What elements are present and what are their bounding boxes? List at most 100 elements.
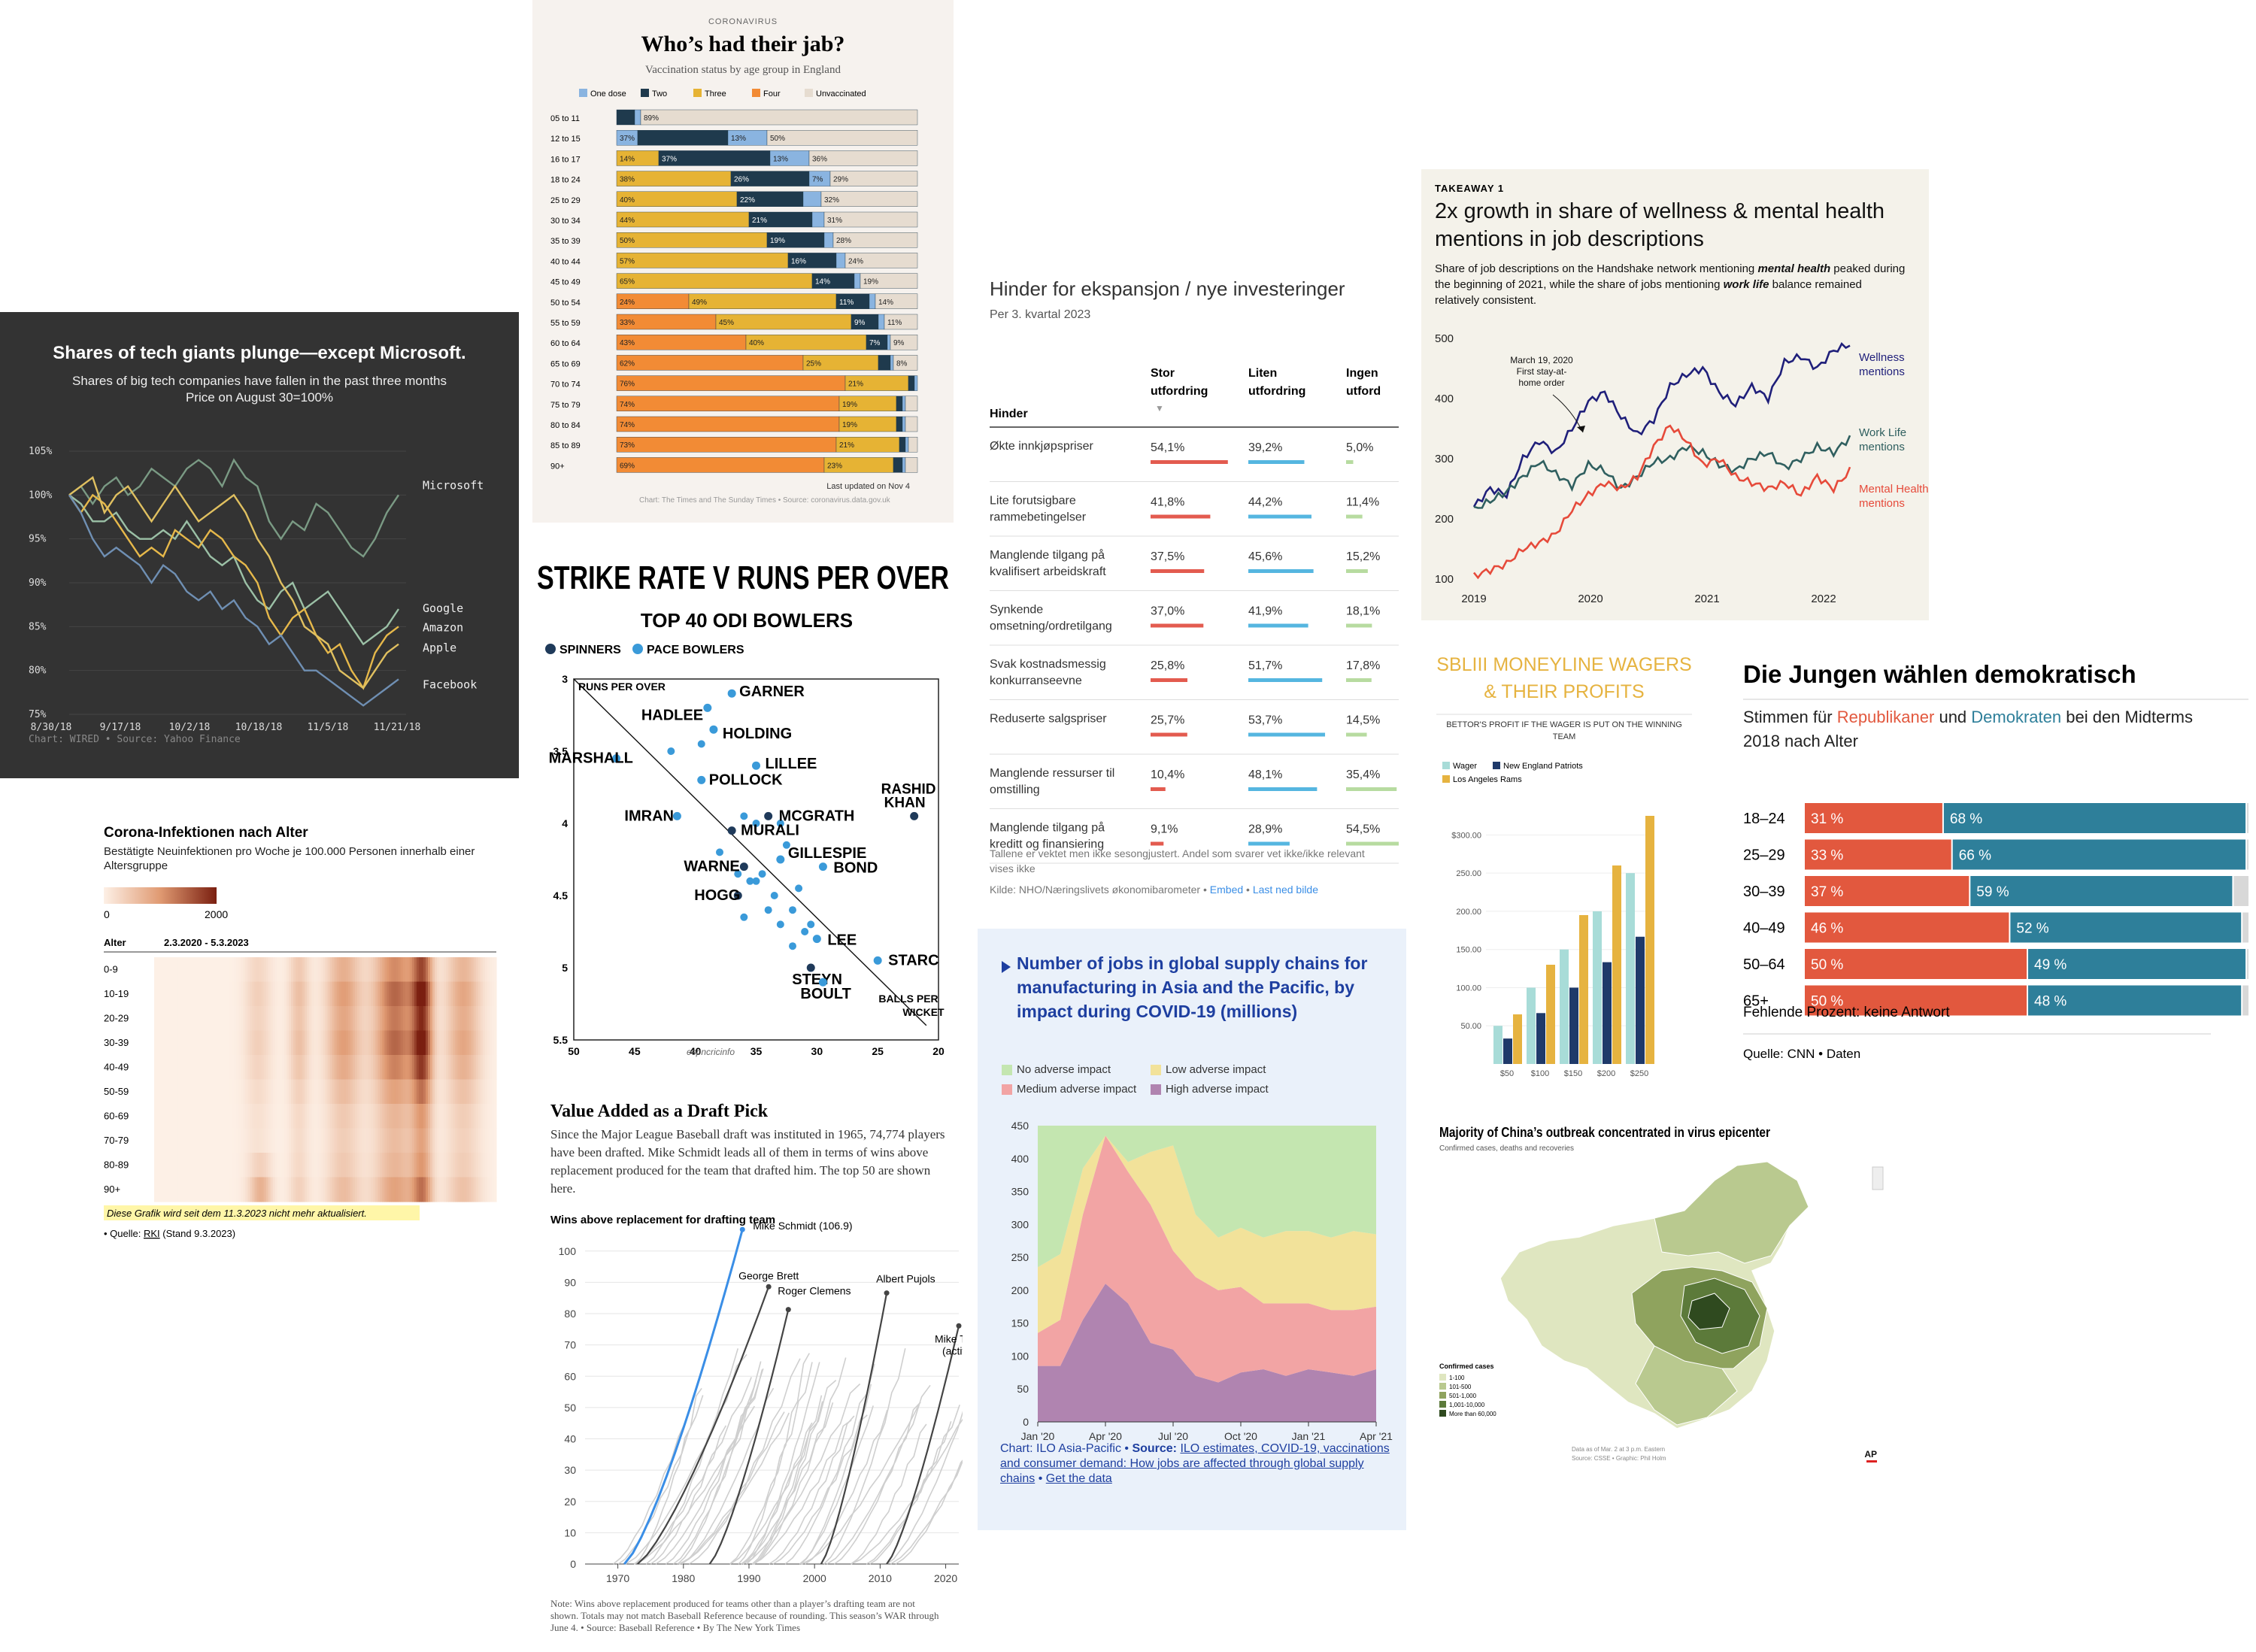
corona-heatmap-cell (202, 1006, 205, 1032)
odi-point-bond (818, 862, 827, 871)
supply-source-link[interactable]: ILO estimates, COVID-19, vaccinations an… (1000, 1442, 1390, 1485)
corona-heatmap-cell (165, 1128, 168, 1153)
corona-heatmap-cell (261, 1128, 265, 1153)
corona-heatmap-cell (314, 1177, 317, 1202)
corona-heatmap-cell (252, 957, 256, 983)
corona-heatmap-cell (373, 981, 376, 1007)
corona-heatmap-cell (305, 1006, 308, 1032)
corona-heatmap-cell (364, 1055, 367, 1081)
corona-heatmap-cell (325, 1128, 329, 1153)
jab-bar-segment (808, 150, 918, 166)
corona-heatmap-cell (430, 1104, 433, 1129)
china-credit: Source: CSSE • Graphic: Phil Holm (1572, 1455, 1666, 1462)
corona-heatmap-cell (188, 981, 192, 1007)
odi-point-warne (739, 862, 748, 871)
corona-heatmap-cell (420, 957, 424, 983)
corona-heatmap-cell (329, 957, 333, 983)
china-map-zoom-control[interactable] (1872, 1166, 1884, 1190)
corona-heatmap-cell (323, 1006, 326, 1032)
corona-heatmap-cell (274, 1006, 278, 1032)
corona-heatmap-cell (272, 957, 276, 983)
hinder-row-name: Økte innkjøpspriser (990, 440, 1093, 453)
corona-heatmap-cell (318, 1055, 322, 1081)
jab-bar-segment (878, 314, 885, 330)
draft-highlight-label: George Brett (738, 1269, 799, 1281)
corona-heatmap-cell (387, 1079, 390, 1105)
corona-heatmap-cell (378, 1006, 381, 1032)
corona-heatmap-cell (181, 1030, 185, 1056)
corona-heatmap-cell (418, 1055, 422, 1081)
corona-heatmap-cell (334, 1153, 338, 1178)
corona-heatmap-cell (450, 1153, 453, 1178)
hinder-embed-link[interactable]: Embed (1209, 884, 1244, 896)
odi-scatter-point (752, 877, 760, 885)
corona-heatmap-cell (195, 1030, 199, 1056)
odi-point-imran (672, 811, 681, 820)
draft-background-career-line (851, 1418, 963, 1565)
jab-bar-label: 14% (878, 299, 893, 307)
corona-heatmap-cell (430, 1030, 433, 1056)
corona-heatmap-cell (402, 1006, 406, 1032)
corona-source-link[interactable]: RKI (144, 1228, 160, 1239)
corona-heatmap-cell (459, 1006, 463, 1032)
corona-heatmap-cell (371, 1006, 374, 1032)
corona-heatmap-cell (432, 981, 435, 1007)
corona-heatmap-cell (314, 981, 317, 1007)
tech-series-label: Facebook (423, 677, 477, 691)
jab-bar-segment (908, 375, 915, 391)
corona-heatmap-cell (197, 981, 201, 1007)
corona-heatmap-cell (268, 1030, 271, 1056)
corona-heatmap-cell (416, 1030, 420, 1056)
jab-bar-label: 19% (842, 421, 857, 429)
corona-heatmap-cell (277, 1079, 280, 1105)
tech-series-line-microsoft (68, 458, 399, 558)
corona-heatmap-cell (277, 1128, 280, 1153)
supply-get-data-link[interactable]: Get the data (1045, 1472, 1112, 1485)
corona-heatmap-cell (380, 1104, 383, 1129)
tech-series-line-facebook (68, 494, 399, 707)
corona-heatmap-cell (236, 981, 239, 1007)
corona-heatmap-cell (261, 1177, 265, 1202)
tech-chart-panel: Shares of tech giants plunge—except Micr… (0, 312, 519, 778)
corona-heatmap-cell (183, 1079, 187, 1105)
pace-legend-label: PACE BOWLERS (647, 644, 744, 656)
corona-heatmap-cell (389, 1006, 393, 1032)
corona-heatmap-cell (457, 1030, 461, 1056)
corona-heatmap-cell (493, 1079, 497, 1105)
corona-heatmap-cell (213, 1055, 217, 1081)
corona-heatmap-cell (409, 1104, 413, 1129)
corona-heatmap-cell (453, 957, 456, 983)
corona-heatmap-cell (159, 1055, 162, 1081)
corona-heatmap-cell (318, 1104, 322, 1129)
hinder-cell-value: 11,4% (1346, 496, 1379, 509)
corona-heatmap-cell (241, 1055, 244, 1081)
corona-heatmap-cell (446, 1153, 449, 1178)
corona-heatmap-cell (305, 1030, 308, 1056)
hinder-cell-value: 44,2% (1248, 496, 1282, 509)
china-chart-svg: Majority of China’s outbreak concentrate… (1439, 1125, 1884, 1463)
corona-heatmap-cell (435, 957, 438, 983)
corona-heatmap-cell (217, 1030, 221, 1056)
corona-heatmap-cell (243, 957, 246, 983)
supply-chart-svg: Number of jobs in global supply chains f… (1000, 953, 1393, 1485)
corona-heatmap-cell (402, 1079, 406, 1105)
corona-heatmap-cell (375, 1153, 378, 1178)
corona-heatmap-cell (193, 1055, 196, 1081)
corona-heatmap-cell (172, 1006, 175, 1032)
corona-heatmap-cell (179, 1030, 182, 1056)
hinder-download-link[interactable]: Last ned bilde (1252, 884, 1319, 896)
corona-heatmap-cell (202, 1030, 205, 1056)
jab-title: Who’s had their jab? (641, 32, 845, 56)
draft-background-career-line (650, 1425, 727, 1565)
corona-heatmap-cell (478, 1006, 481, 1032)
corona-heatmap-cell (325, 1055, 329, 1081)
corona-heatmap-cell (193, 1128, 196, 1153)
corona-heatmap-cell (270, 1055, 274, 1081)
corona-heatmap-cell (468, 1079, 472, 1105)
corona-heatmap-cell (414, 957, 417, 983)
supply-y-tick: 100 (1011, 1350, 1029, 1362)
corona-heatmap-cell (338, 1055, 342, 1081)
corona-heatmap-cell (359, 1128, 362, 1153)
supply-x-tick: Jul '20 (1158, 1430, 1188, 1442)
corona-heatmap-cell (256, 957, 260, 983)
